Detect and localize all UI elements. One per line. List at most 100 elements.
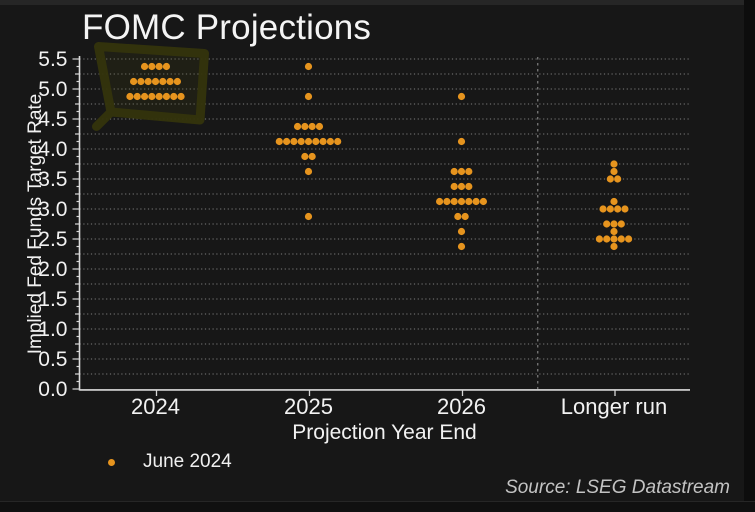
projection-dot (457, 242, 466, 251)
projection-dot (130, 77, 138, 86)
source-credit: Source: LSEG Datastream (505, 477, 730, 498)
projection-dot (326, 137, 334, 146)
highlight-annotation (92, 42, 209, 131)
projection-dot (319, 137, 327, 146)
projection-dot (610, 227, 618, 236)
legend-marker-icon (108, 458, 115, 466)
y-tick-label: 0.0 (38, 378, 67, 401)
projection-dot (610, 167, 618, 176)
projection-dot (457, 137, 466, 146)
projection-dot (308, 152, 316, 161)
projection-dot (162, 62, 171, 71)
projection-dot (290, 137, 298, 146)
projection-dot (297, 137, 305, 146)
bottom-edge-strip (0, 501, 755, 512)
projection-dot (301, 152, 309, 161)
y-tick-label: 5.5 (38, 48, 67, 71)
projection-dot (457, 197, 466, 206)
projection-dot (166, 77, 174, 86)
y-tick-label: 1.5 (38, 288, 67, 311)
projection-dot (308, 122, 316, 131)
projection-dot (315, 122, 324, 131)
x-tick-label: 2024 (131, 394, 180, 419)
projection-dot (148, 92, 156, 101)
x-tick-label: 2025 (284, 394, 333, 419)
projection-dot (625, 235, 633, 243)
projection-dot (457, 167, 466, 176)
projection-dot (304, 92, 313, 101)
y-tick-label: 4.5 (38, 108, 67, 131)
y-tick-label: 0.5 (38, 348, 67, 371)
projection-dot (334, 137, 342, 146)
legend: June 2024 (108, 451, 232, 473)
chart-title: FOMC Projections (82, 8, 372, 47)
projection-dot (461, 212, 469, 221)
projection-dot (450, 197, 458, 206)
projection-dot (293, 122, 302, 131)
projection-dot (148, 62, 156, 71)
projection-dot (603, 235, 611, 243)
projection-dot (312, 137, 320, 146)
projection-dot (304, 212, 313, 221)
projection-dot (606, 205, 614, 213)
projection-dot (457, 92, 466, 101)
projection-dot (465, 197, 473, 206)
projection-dot (275, 137, 283, 146)
right-edge-strip (744, 0, 755, 512)
projection-dot (614, 205, 622, 213)
projection-dot (304, 167, 313, 176)
projection-dot (162, 92, 171, 101)
projection-dot (610, 220, 618, 228)
x-tick-label: Longer run (561, 394, 667, 419)
projection-dot (436, 197, 444, 206)
projection-dot (177, 92, 185, 101)
projection-dot (457, 182, 466, 191)
projection-dot (155, 92, 163, 101)
projection-dot (617, 235, 625, 243)
top-edge-strip (0, 0, 755, 5)
projection-dot (621, 205, 629, 213)
projection-dot (159, 77, 167, 86)
projection-dot (283, 137, 291, 146)
projection-dot (126, 92, 134, 101)
projection-dot (610, 242, 618, 251)
x-axis-title: Projection Year End (292, 421, 477, 444)
projection-dot (450, 167, 458, 176)
y-tick-label: 4.0 (38, 138, 67, 161)
projection-dot (443, 197, 451, 206)
projection-dot (454, 212, 462, 221)
projection-dot (133, 92, 141, 101)
projection-dot (170, 92, 178, 101)
projection-dot (610, 235, 618, 243)
projection-dot (617, 220, 625, 228)
projection-dot (479, 197, 487, 206)
y-tick-label: 1.0 (38, 318, 67, 341)
projection-dot (304, 137, 313, 146)
projection-dot (450, 182, 458, 191)
projection-dot (144, 77, 152, 86)
projection-dot (472, 197, 480, 206)
projection-dot (610, 197, 618, 206)
projection-dot (465, 182, 473, 191)
projection-dot (173, 77, 181, 86)
projection-dot (301, 122, 309, 131)
projection-dot (614, 175, 622, 183)
y-tick-label: 2.5 (38, 228, 67, 251)
projection-dot (457, 227, 466, 236)
y-tick-label: 3.0 (38, 198, 67, 221)
projection-dot (304, 62, 313, 71)
projection-dot (151, 77, 160, 86)
projection-dot (465, 167, 473, 176)
projection-dot (606, 175, 614, 183)
y-tick-label: 5.0 (38, 78, 67, 101)
projection-dot (595, 235, 604, 243)
y-axis-title: Implied Fed Funds Target Rate (25, 93, 46, 355)
projection-dot (155, 62, 163, 71)
y-tick-label: 3.5 (38, 168, 67, 191)
projection-dot (599, 205, 607, 213)
legend-label: June 2024 (143, 451, 232, 472)
x-tick-label: 2026 (437, 394, 486, 419)
projection-dot (610, 160, 618, 168)
